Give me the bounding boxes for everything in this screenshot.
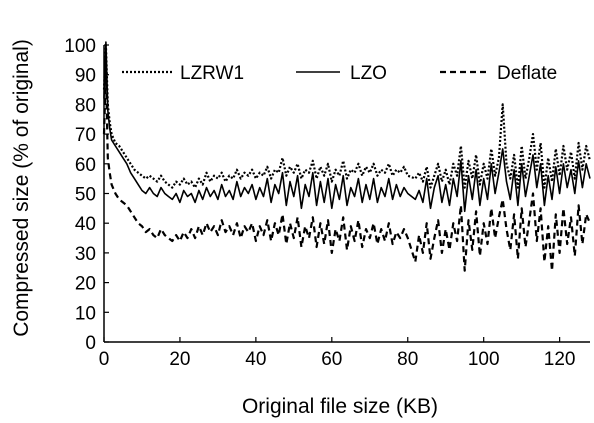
x-tick-label: 20 (169, 349, 190, 370)
y-tick-label: 90 (75, 66, 96, 87)
y-tick-label: 70 (75, 125, 96, 146)
x-tick-label: 60 (321, 349, 342, 370)
x-tick-label: 100 (468, 349, 500, 370)
y-tick-label: 100 (64, 36, 96, 57)
x-tick-label: 80 (397, 349, 418, 370)
y-tick-label: 80 (75, 95, 96, 116)
x-tick-label: 0 (99, 349, 110, 370)
series-line-deflate (102, 67, 592, 272)
legend-label-lzrw1: LZRW1 (180, 63, 244, 84)
x-tick-label: 40 (245, 349, 266, 370)
y-tick-label: 40 (75, 214, 96, 235)
legend: LZRW1 LZO Deflate (122, 63, 557, 84)
y-tick-label: 20 (75, 274, 96, 295)
y-axis-ticks: 0 10 20 30 40 50 60 70 80 90 100 (64, 36, 109, 354)
y-tick-label: 30 (75, 244, 96, 265)
series-line-lzrw1 (102, 43, 592, 189)
legend-label-deflate: Deflate (497, 63, 557, 84)
x-tick-label: 120 (544, 349, 576, 370)
x-axis-label: Original file size (KB) (242, 395, 438, 418)
y-tick-label: 0 (85, 333, 96, 354)
y-tick-label: 60 (75, 155, 96, 176)
x-axis-ticks: 0 20 40 60 80 100 120 (99, 337, 576, 370)
y-tick-label: 50 (75, 185, 96, 206)
y-tick-label: 10 (75, 303, 96, 324)
y-axis-label: Compressed size (% of original) (10, 39, 33, 337)
legend-label-lzo: LZO (350, 63, 387, 84)
series-layer (102, 41, 592, 272)
series-line-lzo (103, 41, 591, 213)
